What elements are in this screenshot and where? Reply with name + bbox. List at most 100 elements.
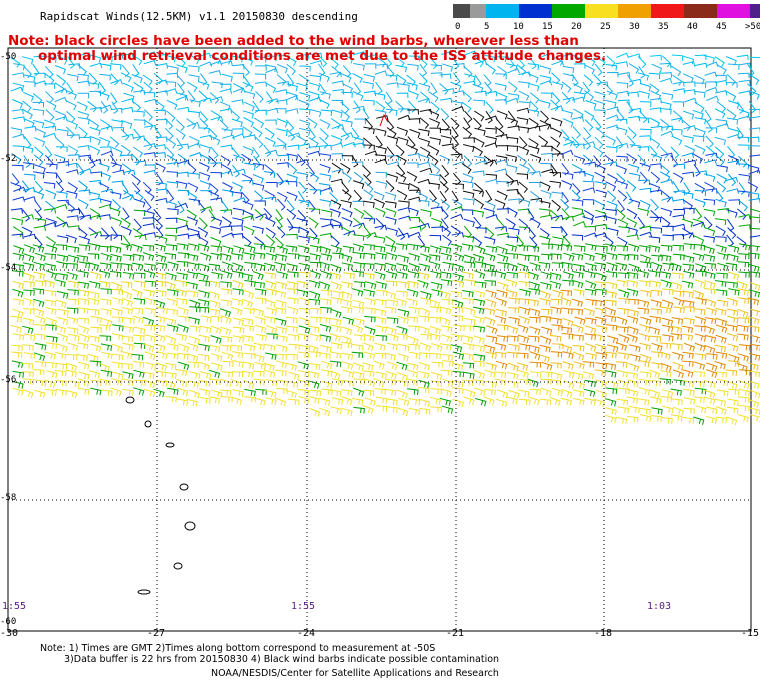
wind-barb [464, 110, 473, 123]
wind-barb [584, 64, 595, 75]
wind-barb [120, 243, 133, 251]
wind-barb [648, 326, 661, 335]
wind-barb [54, 82, 65, 94]
wind-barb [329, 360, 342, 368]
wind-barb [244, 352, 256, 359]
wind-barb [726, 56, 737, 66]
wind-barb [705, 145, 716, 158]
wind-barb [407, 207, 419, 217]
wind-barb [706, 406, 718, 415]
wind-barb [540, 387, 552, 397]
wind-barb [747, 83, 757, 96]
wind-barb [561, 91, 571, 105]
wind-barb [738, 344, 751, 351]
wind-barb [375, 81, 383, 95]
wind-barb [649, 369, 661, 379]
wind-barb [33, 190, 45, 200]
wind-barb [439, 181, 450, 193]
wind-barb [12, 116, 26, 122]
wind-barb [233, 197, 246, 203]
wind-barb [714, 146, 725, 159]
wind-barb [681, 152, 695, 159]
wind-barb [651, 63, 663, 74]
legend-swatch [651, 4, 668, 18]
wind-barb [704, 344, 716, 354]
wind-barb [112, 333, 124, 341]
wind-barb [452, 370, 465, 378]
wind-barb [418, 325, 430, 335]
wind-barb [417, 56, 428, 69]
wind-barb [430, 270, 442, 279]
wind-barb [199, 134, 213, 141]
wind-barb [133, 190, 144, 202]
wind-barb [200, 315, 212, 323]
wind-barb [529, 262, 541, 271]
wind-barb [748, 252, 760, 260]
wind-barb [320, 109, 333, 116]
wind-barb [419, 307, 431, 317]
wind-barb [518, 398, 531, 406]
wind-barb [363, 226, 372, 239]
wind-barb [693, 380, 705, 388]
wind-barb [99, 262, 112, 270]
wind-barb [233, 245, 245, 254]
wind-barb [286, 353, 298, 360]
wind-barb [374, 224, 387, 231]
wind-barb [21, 362, 34, 369]
legend-swatch [717, 4, 734, 18]
wind-barb [596, 81, 609, 87]
wind-barb [714, 361, 726, 370]
wind-barb [409, 351, 421, 360]
wind-barb [78, 52, 91, 58]
wind-barb [110, 387, 122, 397]
wind-barb [232, 389, 244, 397]
wind-barb [595, 389, 608, 399]
wind-barb [22, 344, 34, 351]
wind-barb [496, 245, 508, 255]
wind-barb [660, 108, 672, 115]
wind-barb [396, 155, 407, 166]
wind-barb [340, 335, 352, 345]
wind-barb [255, 213, 268, 219]
wind-barb [527, 63, 540, 70]
wind-barb [626, 208, 638, 220]
wind-barb [143, 109, 154, 122]
wind-barb [518, 281, 531, 288]
wind-barb [540, 52, 554, 58]
wind-barb [495, 159, 508, 165]
wind-barb [650, 289, 663, 297]
wind-barb [672, 406, 685, 416]
wind-barb [681, 333, 694, 341]
wind-barb [738, 79, 751, 86]
wind-barb [660, 152, 674, 159]
contour-blob [137, 589, 151, 595]
wind-barb [12, 387, 24, 396]
wind-barb [418, 398, 431, 407]
wind-barb [639, 231, 653, 238]
wind-barb [274, 397, 287, 407]
wind-barb [321, 380, 333, 389]
wind-barb [637, 56, 647, 69]
wind-barb [68, 208, 81, 215]
wind-barb [485, 90, 498, 97]
wind-barb [208, 263, 221, 271]
wind-barb [464, 279, 476, 286]
wind-barb [605, 414, 617, 424]
wind-barb [320, 289, 333, 296]
wind-barb [362, 81, 375, 89]
wind-barb [33, 271, 45, 280]
wind-barb [407, 136, 416, 149]
wind-barb [12, 252, 25, 261]
wind-barb [23, 155, 31, 168]
wind-barb [551, 243, 563, 251]
wind-barb [23, 162, 35, 170]
wind-barb [451, 362, 464, 371]
wind-barb [66, 316, 79, 325]
wind-barb [287, 306, 299, 315]
wind-barb [143, 138, 153, 151]
wind-barb [572, 96, 585, 103]
wind-barb [595, 289, 607, 296]
wind-barb [56, 333, 69, 342]
wind-barb [200, 252, 212, 262]
wind-barb [297, 333, 309, 341]
